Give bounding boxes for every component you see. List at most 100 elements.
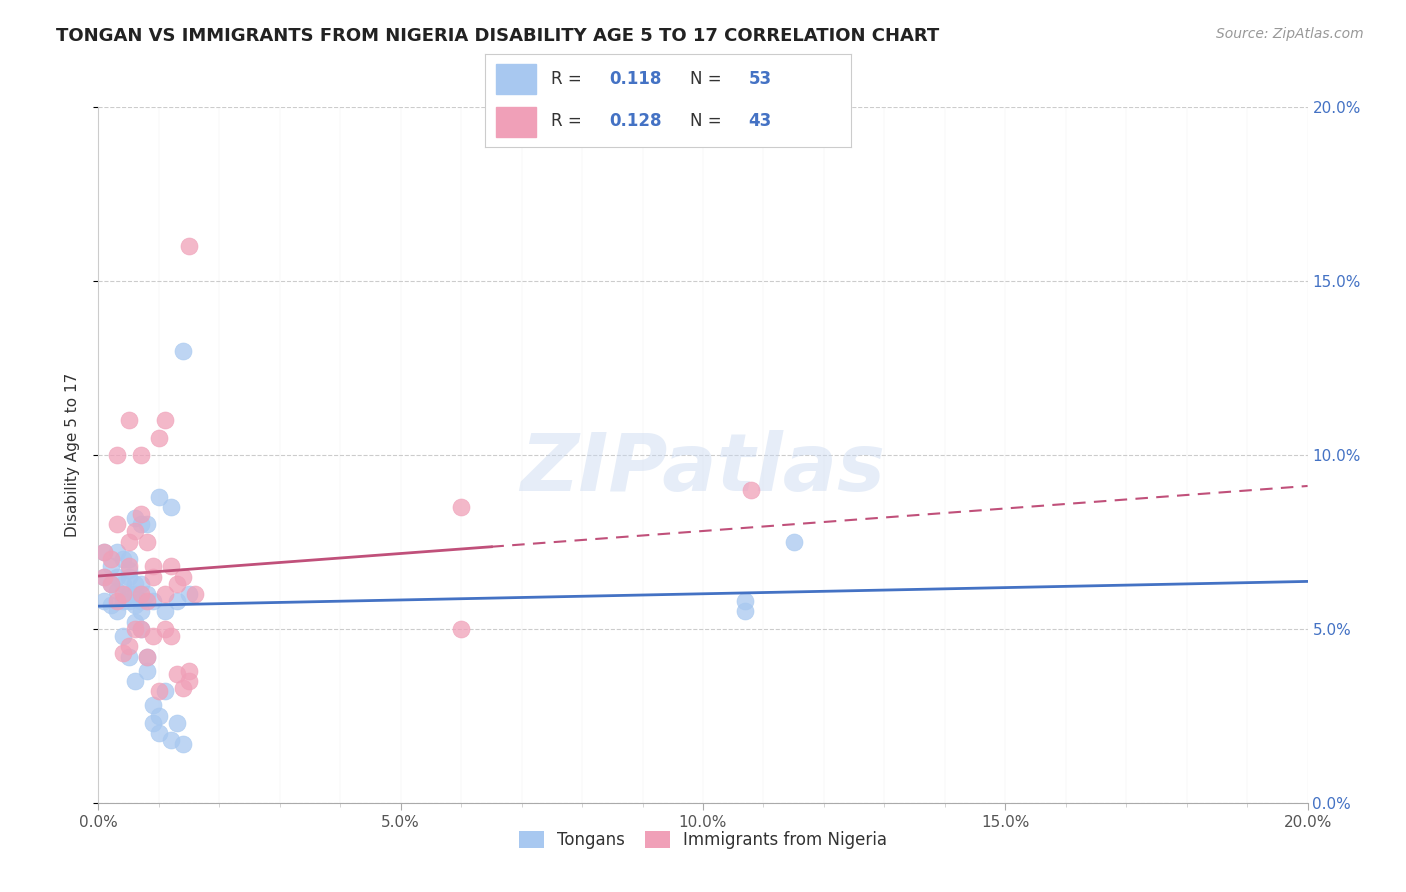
Point bbox=[184, 587, 207, 601]
Point bbox=[111, 594, 134, 608]
Point bbox=[105, 448, 128, 462]
Point bbox=[135, 534, 157, 549]
Point bbox=[129, 622, 152, 636]
Point bbox=[135, 649, 157, 664]
Point bbox=[100, 576, 122, 591]
Point bbox=[124, 615, 146, 629]
Point bbox=[105, 545, 128, 559]
Text: 0.128: 0.128 bbox=[609, 112, 662, 130]
Text: N =: N = bbox=[690, 112, 727, 130]
Point bbox=[172, 570, 194, 584]
Point bbox=[93, 545, 115, 559]
Point bbox=[135, 517, 157, 532]
Point bbox=[111, 576, 134, 591]
Point bbox=[118, 594, 141, 608]
Point bbox=[129, 622, 152, 636]
Point bbox=[142, 715, 165, 730]
Point bbox=[105, 583, 128, 598]
Point bbox=[153, 622, 176, 636]
Point bbox=[118, 570, 141, 584]
Point bbox=[100, 552, 122, 566]
Point bbox=[118, 534, 141, 549]
Point bbox=[734, 594, 756, 608]
Point bbox=[111, 646, 134, 660]
Text: ZIPatlas: ZIPatlas bbox=[520, 430, 886, 508]
Point bbox=[118, 563, 141, 577]
Point bbox=[160, 629, 183, 643]
Bar bbox=[496, 64, 536, 94]
Point bbox=[100, 576, 122, 591]
Point bbox=[166, 667, 188, 681]
Point bbox=[142, 594, 165, 608]
Point bbox=[734, 605, 756, 619]
Point bbox=[124, 598, 146, 612]
Legend: Tongans, Immigrants from Nigeria: Tongans, Immigrants from Nigeria bbox=[510, 822, 896, 857]
Y-axis label: Disability Age 5 to 17: Disability Age 5 to 17 bbox=[65, 373, 80, 537]
Point bbox=[135, 664, 157, 678]
Point bbox=[179, 674, 201, 689]
Point bbox=[129, 587, 152, 601]
Point bbox=[118, 649, 141, 664]
Point bbox=[135, 594, 157, 608]
Point bbox=[172, 737, 194, 751]
Point bbox=[148, 430, 170, 444]
Point bbox=[118, 559, 141, 574]
Point bbox=[93, 545, 115, 559]
Point bbox=[124, 524, 146, 539]
Point bbox=[172, 681, 194, 695]
Text: R =: R = bbox=[551, 70, 586, 87]
Point bbox=[148, 708, 170, 723]
Point bbox=[135, 587, 157, 601]
Point bbox=[179, 587, 201, 601]
Point bbox=[142, 559, 165, 574]
Point bbox=[118, 413, 141, 427]
Point bbox=[93, 570, 115, 584]
Point bbox=[135, 649, 157, 664]
Point bbox=[93, 594, 115, 608]
Point bbox=[783, 534, 806, 549]
Point bbox=[124, 587, 146, 601]
Point bbox=[142, 570, 165, 584]
Point bbox=[111, 629, 134, 643]
Point bbox=[740, 483, 762, 497]
Point bbox=[129, 576, 152, 591]
Point bbox=[450, 500, 472, 514]
Point bbox=[129, 507, 152, 521]
Point bbox=[148, 726, 170, 740]
Point bbox=[105, 605, 128, 619]
Point bbox=[111, 552, 134, 566]
Point bbox=[129, 448, 152, 462]
Point bbox=[160, 733, 183, 747]
Text: R =: R = bbox=[551, 112, 586, 130]
Text: 53: 53 bbox=[748, 70, 772, 87]
Point bbox=[179, 664, 201, 678]
Point bbox=[153, 587, 176, 601]
Point bbox=[100, 559, 122, 574]
Bar bbox=[496, 107, 536, 136]
Point bbox=[129, 517, 152, 532]
Point bbox=[160, 559, 183, 574]
Text: 0.118: 0.118 bbox=[609, 70, 662, 87]
Text: TONGAN VS IMMIGRANTS FROM NIGERIA DISABILITY AGE 5 TO 17 CORRELATION CHART: TONGAN VS IMMIGRANTS FROM NIGERIA DISABI… bbox=[56, 27, 939, 45]
Point bbox=[124, 576, 146, 591]
Point bbox=[153, 413, 176, 427]
Point bbox=[93, 570, 115, 584]
Point bbox=[179, 239, 201, 253]
Point bbox=[166, 594, 188, 608]
Point bbox=[166, 715, 188, 730]
Point bbox=[105, 517, 128, 532]
Point bbox=[124, 674, 146, 689]
Point bbox=[118, 587, 141, 601]
Point bbox=[153, 605, 176, 619]
Point bbox=[129, 594, 152, 608]
Text: Source: ZipAtlas.com: Source: ZipAtlas.com bbox=[1216, 27, 1364, 41]
Point bbox=[124, 510, 146, 524]
Point bbox=[142, 698, 165, 713]
Point bbox=[450, 622, 472, 636]
Point bbox=[100, 598, 122, 612]
Text: 43: 43 bbox=[748, 112, 772, 130]
Point bbox=[129, 605, 152, 619]
Point bbox=[148, 684, 170, 698]
Point bbox=[142, 629, 165, 643]
Point bbox=[124, 622, 146, 636]
